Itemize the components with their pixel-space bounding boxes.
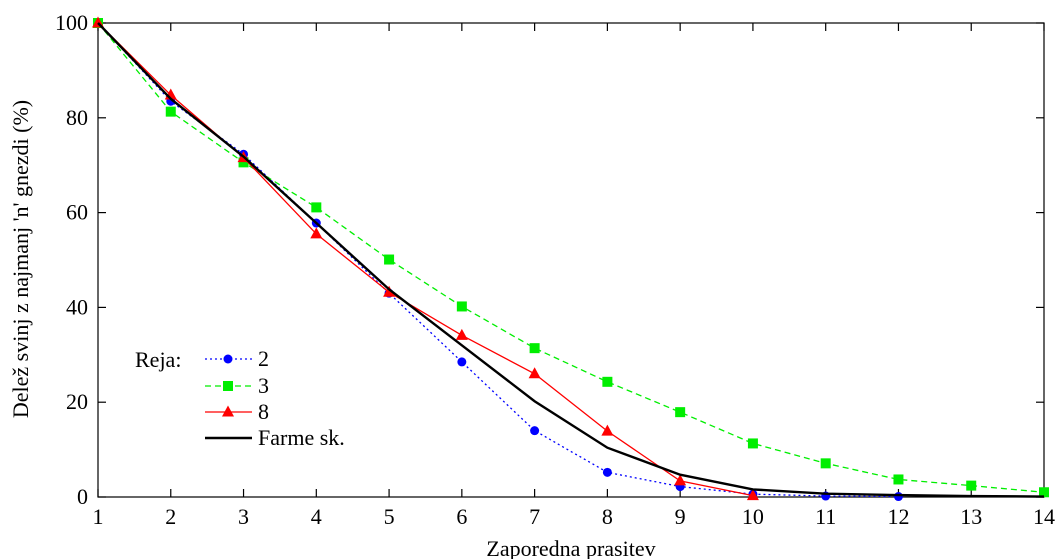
series-line <box>97 22 899 498</box>
data-point <box>820 458 831 469</box>
x-axis-label: Zaporedna prasitev <box>486 536 655 559</box>
series-3 <box>97 22 1045 498</box>
data-point <box>747 438 758 449</box>
x-tick-label: 11 <box>815 504 836 529</box>
x-tick-label: 4 <box>311 504 322 529</box>
data-point <box>384 254 395 265</box>
y-tick-label: 80 <box>66 105 88 130</box>
data-point <box>966 480 977 491</box>
x-tick-label: 14 <box>1033 504 1055 529</box>
legend-swatch-marker <box>223 381 233 391</box>
legend-label: 8 <box>258 399 269 424</box>
series-line <box>97 22 1045 498</box>
data-point <box>383 285 396 297</box>
x-tick-label: 9 <box>675 504 686 529</box>
data-point <box>165 106 176 117</box>
series-2 <box>92 16 759 501</box>
legend-swatch-marker <box>223 354 233 364</box>
x-tick-label: 7 <box>529 504 540 529</box>
y-tick-label: 0 <box>77 484 88 509</box>
plot-frame <box>97 22 1045 498</box>
x-tick-label: 5 <box>384 504 395 529</box>
x-tick-label: 8 <box>602 504 613 529</box>
series-line <box>97 22 754 497</box>
data-point <box>528 367 541 379</box>
x-tick-label: 10 <box>742 504 764 529</box>
data-point <box>893 492 903 502</box>
data-point <box>1039 487 1049 498</box>
x-tick-label: 1 <box>93 504 104 529</box>
data-point <box>457 357 467 367</box>
x-tick-label: 3 <box>238 504 249 529</box>
x-tick-label: 6 <box>456 504 467 529</box>
data-point <box>675 407 686 418</box>
data-point <box>310 227 323 239</box>
x-tick-label: 12 <box>887 504 909 529</box>
data-point <box>893 474 904 485</box>
data-point <box>602 467 612 477</box>
data-point <box>601 424 614 436</box>
legend-title: Reja: <box>135 347 181 372</box>
data-point <box>674 474 687 486</box>
data-point <box>311 202 322 213</box>
series-1 <box>93 18 1049 498</box>
series-0 <box>93 18 903 502</box>
data-point <box>530 426 540 436</box>
data-point <box>746 489 759 501</box>
data-point <box>602 376 613 387</box>
data-point <box>238 157 249 168</box>
series-layer <box>92 16 1049 502</box>
data-point <box>529 343 540 354</box>
x-tick-label: 13 <box>960 504 982 529</box>
y-tick-label: 40 <box>66 294 88 319</box>
data-point <box>456 301 467 312</box>
y-axis-label: Delež svinj z najmanj 'n' gnezdi (%) <box>8 100 33 418</box>
y-tick-label: 20 <box>66 389 88 414</box>
y-tick-label: 60 <box>66 200 88 225</box>
legend-label: 3 <box>258 373 269 398</box>
y-tick-label: 100 <box>55 10 88 35</box>
series-line <box>97 22 1045 493</box>
data-point <box>455 328 468 340</box>
legend-swatch-marker <box>222 405 234 417</box>
legend-label: Farme sk. <box>258 425 345 450</box>
legend-label: 2 <box>258 346 269 371</box>
x-tick-label: 2 <box>165 504 176 529</box>
